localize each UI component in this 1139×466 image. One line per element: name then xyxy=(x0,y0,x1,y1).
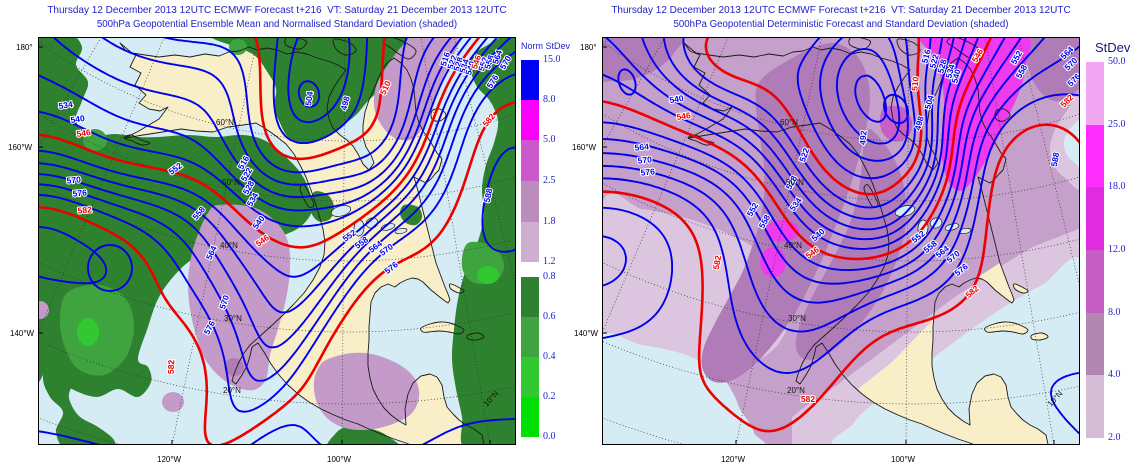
svg-text:510: 510 xyxy=(909,76,920,91)
svg-text:582: 582 xyxy=(801,394,815,404)
svg-text:552: 552 xyxy=(476,56,490,73)
svg-text:546: 546 xyxy=(469,54,483,71)
svg-text:30°N: 30°N xyxy=(788,314,806,323)
svg-text:50°N: 50°N xyxy=(786,178,804,187)
svg-text:40°N: 40°N xyxy=(784,241,802,250)
svg-text:522: 522 xyxy=(797,146,811,163)
svg-text:516: 516 xyxy=(919,48,932,65)
svg-text:570: 570 xyxy=(637,154,652,165)
svg-text:30°N: 30°N xyxy=(224,314,242,323)
svg-text:576: 576 xyxy=(72,187,87,198)
svg-text:522: 522 xyxy=(927,53,940,70)
svg-text:576: 576 xyxy=(640,166,655,177)
svg-text:60°N: 60°N xyxy=(780,118,798,127)
svg-text:582: 582 xyxy=(166,359,176,374)
svg-text:20°N: 20°N xyxy=(787,386,805,395)
svg-text:540: 540 xyxy=(669,93,685,105)
svg-text:534: 534 xyxy=(58,99,74,111)
svg-text:504: 504 xyxy=(303,91,315,107)
svg-text:546: 546 xyxy=(76,127,92,139)
svg-text:60°N: 60°N xyxy=(216,118,234,127)
svg-text:50°N: 50°N xyxy=(222,178,240,187)
svg-text:540: 540 xyxy=(949,68,962,85)
svg-text:588: 588 xyxy=(1049,151,1061,167)
svg-text:588: 588 xyxy=(482,187,495,203)
svg-text:582: 582 xyxy=(711,254,723,270)
svg-text:570: 570 xyxy=(66,174,81,185)
svg-text:498: 498 xyxy=(912,115,925,132)
svg-text:582: 582 xyxy=(77,204,92,215)
svg-text:492: 492 xyxy=(857,130,868,145)
svg-text:20°N: 20°N xyxy=(223,386,241,395)
svg-text:504: 504 xyxy=(922,94,935,111)
svg-text:540: 540 xyxy=(70,113,86,125)
svg-text:40°N: 40°N xyxy=(220,241,238,250)
svg-text:498: 498 xyxy=(338,95,351,112)
svg-text:528: 528 xyxy=(935,58,948,75)
svg-text:564: 564 xyxy=(634,141,649,152)
svg-text:534: 534 xyxy=(943,63,956,80)
svg-text:546: 546 xyxy=(676,110,692,122)
